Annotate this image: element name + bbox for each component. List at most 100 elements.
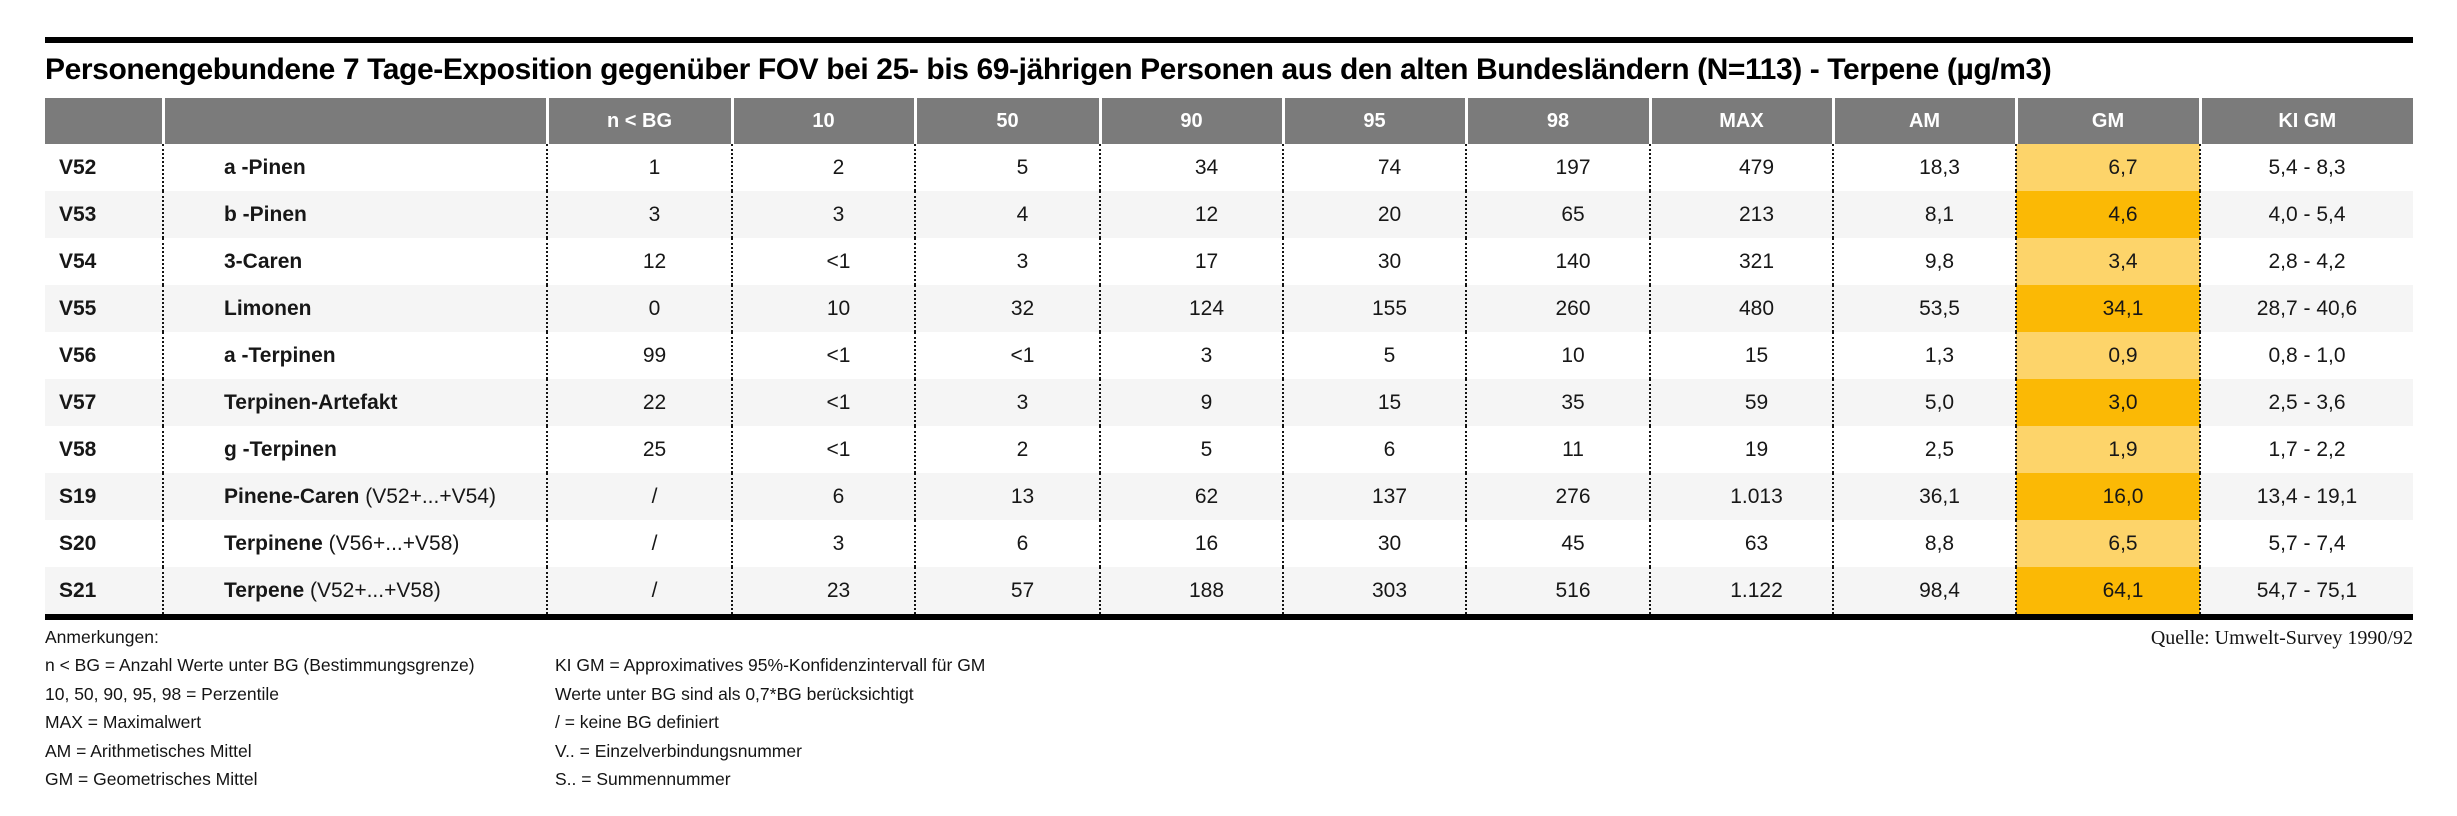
cell-max: 19 — [1649, 426, 1833, 473]
cell-gm: 34,1 — [2015, 285, 2200, 332]
table-header: n < BG 10 50 90 95 98 MAX AM GM KI GM — [45, 98, 2413, 144]
col-header-p95: 95 — [1281, 98, 1466, 144]
substance-suffix: (V52+...+V54) — [359, 484, 496, 508]
cell-am: 18,3 — [1832, 144, 2016, 191]
cell-ki_gm: 5,4 - 8,3 — [2199, 144, 2413, 191]
cell-n_bg: 0 — [546, 285, 732, 332]
cell-ki_gm: 28,7 - 40,6 — [2199, 285, 2413, 332]
cell-max: 63 — [1649, 520, 1833, 567]
cell-p50: <1 — [914, 332, 1100, 379]
substance-name: Terpinen-Artefakt — [224, 390, 398, 414]
cell-p90: 16 — [1099, 520, 1283, 567]
substance-suffix: (V52+...+V58) — [304, 578, 441, 602]
cell-am: 9,8 — [1832, 238, 2016, 285]
substance-name: Terpene — [224, 578, 305, 602]
cell-p95: 30 — [1282, 520, 1466, 567]
col-header-empty-id — [45, 98, 163, 144]
cell-n_bg: / — [546, 473, 732, 520]
cell-n_bg: 99 — [546, 332, 732, 379]
cell-gm: 3,0 — [2015, 379, 2200, 426]
cell-p50: 57 — [914, 567, 1100, 614]
substance-name: g -Terpinen — [224, 437, 337, 461]
cell-p95: 74 — [1282, 144, 1466, 191]
cell-ki_gm: 5,7 - 7,4 — [2199, 520, 2413, 567]
col-header-p90: 90 — [1098, 98, 1283, 144]
cell-p98: 276 — [1465, 473, 1650, 520]
cell-n_bg: 12 — [546, 238, 732, 285]
cell-am: 2,5 — [1832, 426, 2016, 473]
cell-p98: 260 — [1465, 285, 1650, 332]
cell-ki_gm: 13,4 - 19,1 — [2199, 473, 2413, 520]
col-header-p98: 98 — [1464, 98, 1650, 144]
top-rule — [45, 37, 2413, 43]
cell-p98: 197 — [1465, 144, 1650, 191]
cell-max: 479 — [1649, 144, 1833, 191]
col-header-n-bg: n < BG — [545, 98, 732, 144]
cell-am: 1,3 — [1832, 332, 2016, 379]
bottom-rule — [45, 614, 2413, 620]
cell-p10: 10 — [731, 285, 915, 332]
cell-p90: 188 — [1099, 567, 1283, 614]
cell-ki_gm: 54,7 - 75,1 — [2199, 567, 2413, 614]
cell-p50: 2 — [914, 426, 1100, 473]
cell-p98: 11 — [1465, 426, 1650, 473]
cell-gm: 1,9 — [2015, 426, 2200, 473]
cell-p98: 140 — [1465, 238, 1650, 285]
footnotes-right-column: KI GM = Approximatives 95%-Konfidenzinte… — [555, 623, 2413, 793]
cell-am: 8,8 — [1832, 520, 2016, 567]
table-row: V57 Terpinen-Artefakt 22 <1 3 9 15 35 59 5,0 3,0 2,… — [45, 379, 2413, 426]
col-header-p50: 50 — [913, 98, 1100, 144]
cell-am: 5,0 — [1832, 379, 2016, 426]
table-row: V54 3-Caren 12 <1 3 17 30 140 321 9,8 3,4 2,8 - 4,2 — [45, 238, 2413, 285]
cell-max: 480 — [1649, 285, 1833, 332]
footnotes-left-column: Anmerkungen: n < BG = Anzahl Werte unter… — [45, 623, 555, 793]
cell-p10: 23 — [731, 567, 915, 614]
cell-gm: 6,5 — [2015, 520, 2200, 567]
cell-p50: 3 — [914, 238, 1100, 285]
cell-id: S19 — [59, 484, 97, 508]
cell-substance: a -Pinen — [162, 144, 547, 191]
footnote-line: / = keine BG definiert — [555, 712, 719, 733]
col-header-p10: 10 — [730, 98, 915, 144]
cell-p50: 6 — [914, 520, 1100, 567]
col-header-ki-gm: KI GM — [2198, 98, 2413, 144]
cell-p90: 62 — [1099, 473, 1283, 520]
cell-p50: 4 — [914, 191, 1100, 238]
table-row: V56 a -Terpinen 99 <1 <1 3 5 10 15 1,3 0,9 0,8 - 1,… — [45, 332, 2413, 379]
cell-substance: 3-Caren — [162, 238, 547, 285]
cell-p10: 3 — [731, 520, 915, 567]
cell-id: V55 — [59, 296, 97, 320]
cell-substance: Pinene-Caren (V52+...+V54) — [162, 473, 547, 520]
footnote-line: GM = Geometrisches Mittel — [45, 769, 258, 790]
footnote-line: n < BG = Anzahl Werte unter BG (Bestimmu… — [45, 655, 475, 676]
col-header-am: AM — [1831, 98, 2016, 144]
footnote-line: MAX = Maximalwert — [45, 712, 202, 733]
cell-id: V56 — [59, 343, 97, 367]
footnote-line: AM = Arithmetisches Mittel — [45, 740, 252, 761]
footnote-line: KI GM = Approximatives 95%-Konfidenzinte… — [555, 655, 986, 676]
cell-p10: <1 — [731, 426, 915, 473]
cell-p95: 155 — [1282, 285, 1466, 332]
cell-p10: 2 — [731, 144, 915, 191]
cell-id: V54 — [59, 249, 97, 273]
cell-max: 15 — [1649, 332, 1833, 379]
substance-name: Limonen — [224, 296, 312, 320]
cell-ki_gm: 0,8 - 1,0 — [2199, 332, 2413, 379]
cell-p95: 30 — [1282, 238, 1466, 285]
cell-p98: 10 — [1465, 332, 1650, 379]
cell-p95: 5 — [1282, 332, 1466, 379]
cell-p98: 516 — [1465, 567, 1650, 614]
cell-max: 321 — [1649, 238, 1833, 285]
table-body: V52 a -Pinen 1 2 5 34 74 197 479 18,3 6,7 5,4 - 8,3… — [45, 144, 2413, 614]
header-row: n < BG 10 50 90 95 98 MAX AM GM KI GM — [45, 98, 2413, 144]
cell-p50: 32 — [914, 285, 1100, 332]
cell-p10: <1 — [731, 238, 915, 285]
cell-gm: 3,4 — [2015, 238, 2200, 285]
cell-p90: 9 — [1099, 379, 1283, 426]
exposure-table: n < BG 10 50 90 95 98 MAX AM GM KI GM V5… — [45, 98, 2413, 614]
cell-n_bg: 25 — [546, 426, 732, 473]
cell-id: V52 — [59, 155, 97, 179]
cell-n_bg: 22 — [546, 379, 732, 426]
cell-n_bg: / — [546, 520, 732, 567]
cell-max: 59 — [1649, 379, 1833, 426]
